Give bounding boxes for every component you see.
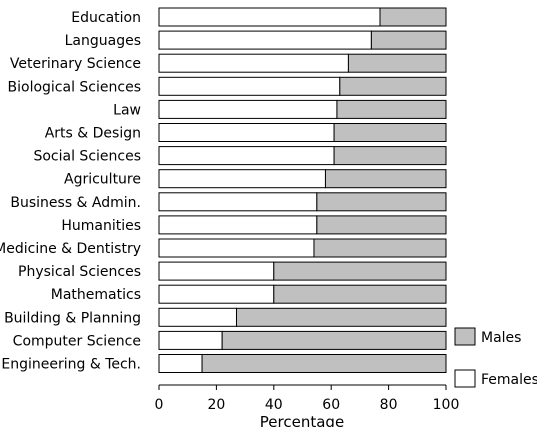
bar-segment-females <box>158 76 341 96</box>
category-labels: Education Languages Veterinary Science Biol… <box>0 10 141 373</box>
x-tick-label: 20 <box>207 397 225 413</box>
bar-segment-females <box>158 215 318 235</box>
bar-segment-males <box>235 307 447 327</box>
category-label: Biological Sciences <box>8 79 141 95</box>
x-tick-label: 60 <box>322 397 340 413</box>
x-tick-label: 0 <box>155 397 164 413</box>
bar-segment-males <box>347 53 447 73</box>
category-label: Medicine & Dentistry <box>0 241 141 257</box>
legend-swatch-females <box>454 369 476 388</box>
category-label: Humanities <box>61 218 141 234</box>
bar-segment-males <box>221 330 447 350</box>
bar-segment-females <box>158 146 335 166</box>
bar-segment-females <box>158 99 338 119</box>
bar-segment-females <box>158 330 223 350</box>
category-label: Agriculture <box>64 172 141 188</box>
bar-segment-females <box>158 354 203 373</box>
bar-segment-males <box>379 7 447 27</box>
bar-segment-females <box>158 284 275 304</box>
bar-segment-females <box>158 307 237 327</box>
category-label: Mathematics <box>51 287 141 303</box>
bar-segment-males <box>316 215 447 235</box>
bar-segment-females <box>158 238 315 258</box>
bar-segment-males <box>324 169 447 189</box>
x-tick-label: 100 <box>433 397 460 413</box>
legend-swatch-males <box>454 327 476 346</box>
bar-segment-males <box>370 30 447 50</box>
x-tick-label: 40 <box>265 397 283 413</box>
bars <box>158 7 447 373</box>
bar-segment-females <box>158 53 349 73</box>
bar-segment-males <box>273 284 447 304</box>
legend-label-males: Males <box>481 330 521 346</box>
category-label: Computer Science <box>13 333 141 349</box>
category-label: Engineering & Tech. <box>1 357 141 373</box>
category-label: Building & Planning <box>4 310 141 326</box>
category-label: Education <box>71 10 141 26</box>
bar-segment-males <box>201 354 447 373</box>
x-axis-title: Percentage <box>260 413 344 427</box>
bar-segment-females <box>158 192 318 212</box>
bar-segment-males <box>336 99 447 119</box>
legend-label-females: Females <box>481 372 537 388</box>
x-axis: 0 20 40 60 80 100 <box>155 384 460 413</box>
bar-segment-males <box>333 146 447 166</box>
bar-segment-males <box>333 123 447 142</box>
category-label: Social Sciences <box>33 149 141 165</box>
category-label: Languages <box>65 33 141 49</box>
legend: Males Females <box>454 327 537 388</box>
category-label: Business & Admin. <box>10 195 141 211</box>
category-label: Law <box>113 102 141 118</box>
bar-segment-males <box>273 261 447 281</box>
category-label: Physical Sciences <box>18 264 141 280</box>
bar-segment-males <box>313 238 447 258</box>
category-label: Arts & Design <box>45 126 141 142</box>
x-tick-label: 80 <box>380 397 398 413</box>
bar-segment-males <box>316 192 447 212</box>
category-label: Veterinary Science <box>10 56 141 72</box>
bar-segment-females <box>158 169 326 189</box>
bar-segment-females <box>158 7 381 27</box>
bar-segment-females <box>158 30 372 50</box>
bar-segment-males <box>339 76 447 96</box>
bar-segment-females <box>158 261 275 281</box>
bar-segment-females <box>158 123 335 142</box>
